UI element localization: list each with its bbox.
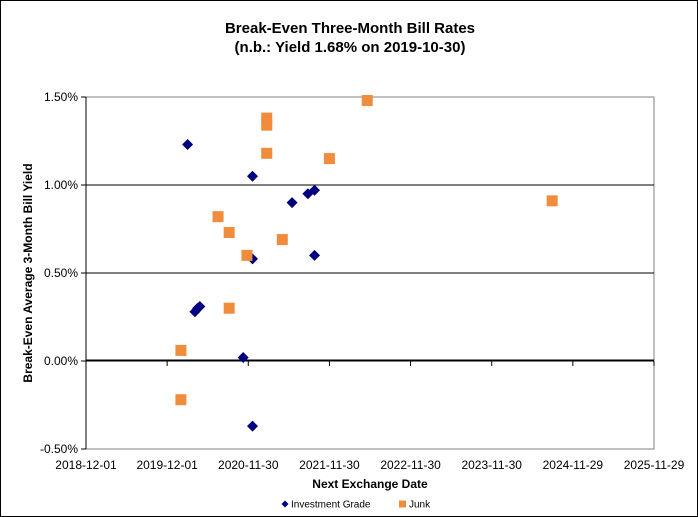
junk-point (175, 344, 187, 356)
investment-grade-point (247, 420, 259, 432)
x-tick-label: 2025-11-29 (624, 458, 685, 472)
gridlines (86, 184, 654, 362)
legend-marker-junk (399, 500, 406, 508)
investment-grade-point (309, 184, 321, 196)
x-tick-label: 2022-11-30 (380, 458, 441, 472)
chart-subtitle: (n.b.: Yield 1.68% on 2019-10-30) (235, 39, 466, 56)
investment-grade-point (194, 300, 206, 312)
junk-point (546, 195, 558, 207)
x-axis-ticks: 2018-12-01 2019-12-01 2020-11-30 2021-11-30… (55, 361, 685, 472)
junk-point (261, 112, 273, 124)
junk-point (361, 95, 373, 107)
x-tick-label: 2023-11-30 (461, 458, 522, 472)
data-points (175, 95, 558, 432)
x-tick-label: 2021-11-30 (299, 458, 360, 472)
legend-label-junk: Junk (409, 500, 431, 511)
y-tick-label: 1.00% (44, 178, 78, 192)
legend: Investment Grade Junk (281, 500, 431, 511)
investment-grade-point (247, 253, 259, 265)
investment-grade-point (182, 139, 194, 151)
junk-point (223, 302, 235, 314)
legend-label-investment-grade: Investment Grade (291, 500, 371, 511)
investment-grade-point (247, 170, 259, 182)
investment-grade-point (286, 197, 298, 209)
x-tick-label: 2020-11-30 (218, 458, 279, 472)
y-axis-ticks: 1.50% 1.00% 0.50% 0.00% -0.50% (40, 90, 86, 456)
y-tick-label: 0.50% (44, 266, 78, 280)
chart-title: Break-Even Three-Month Bill Rates (225, 20, 475, 37)
y-tick-label: 1.50% (44, 90, 78, 104)
junk-point (323, 153, 335, 165)
junk-point (241, 249, 253, 261)
junk-point (261, 119, 273, 131)
investment-grade-point (237, 351, 249, 363)
y-tick-label: -0.50% (40, 442, 78, 456)
legend-marker-investment-grade (281, 500, 289, 508)
x-tick-label: 2019-12-01 (136, 458, 198, 472)
junk-point (175, 394, 187, 406)
junk-point (261, 147, 273, 159)
x-tick-label: 2024-11-29 (543, 458, 604, 472)
junk-point (223, 227, 235, 239)
junk-point (212, 211, 224, 223)
junk-point (276, 234, 288, 246)
x-tick-label: 2018-12-01 (55, 458, 117, 472)
investment-grade-point (309, 249, 321, 261)
y-axis-title: Break-Even Average 3-Month Bill Yield (21, 163, 35, 382)
x-axis-title: Next Exchange Date (312, 477, 428, 491)
y-tick-label: 0.00% (44, 354, 78, 368)
